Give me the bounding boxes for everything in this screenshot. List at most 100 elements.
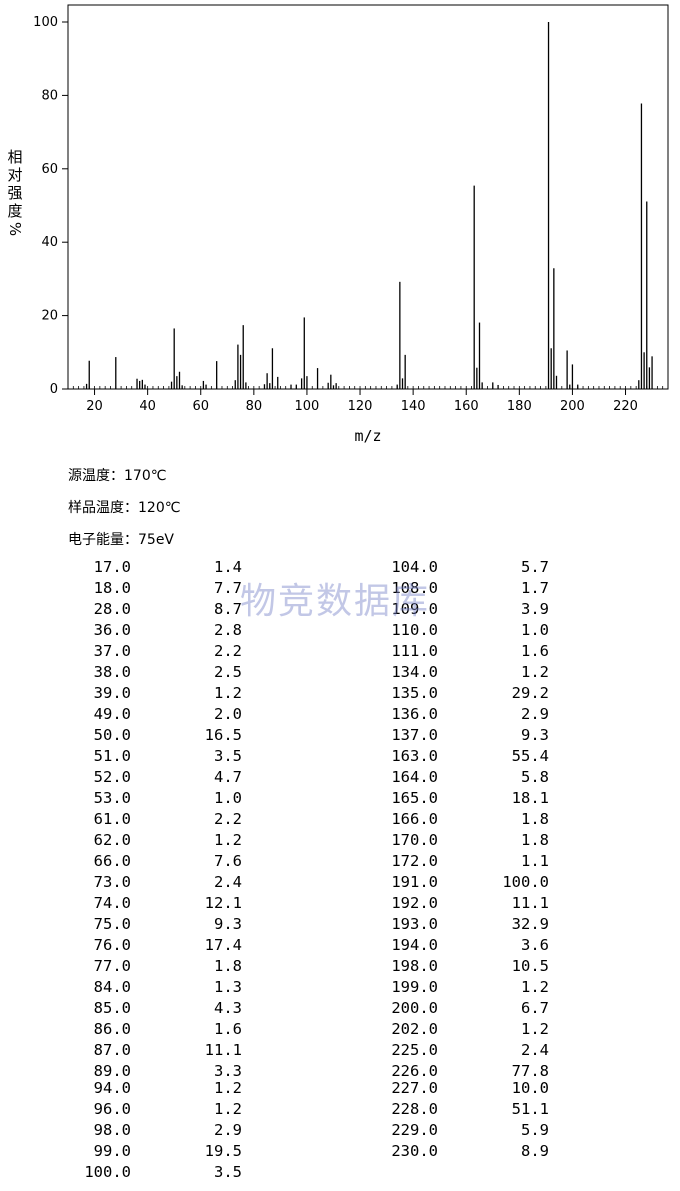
- y-axis-label-char: 相: [7, 148, 23, 166]
- mz-value: 164.0: [391, 768, 438, 786]
- intensity-value: 1.2: [214, 684, 242, 702]
- intensity-value: 1.0: [521, 621, 549, 639]
- mz-value: 17.0: [93, 558, 131, 576]
- intensity-value: 1.6: [214, 1020, 242, 1038]
- mz-value: 96.0: [93, 1100, 131, 1118]
- intensity-value: 2.4: [521, 1041, 549, 1059]
- mz-value: 137.0: [391, 726, 438, 744]
- x-tick-label: 220: [613, 399, 638, 414]
- mz-value: 109.0: [391, 600, 438, 618]
- table-row: 86.0 1.6: [0, 1019, 600, 1040]
- mz-value: 51.0: [93, 747, 131, 765]
- x-tick-label: 20: [86, 399, 103, 414]
- mz-value: 62.0: [93, 831, 131, 849]
- mz-value: 172.0: [391, 852, 438, 870]
- mz-value: 61.0: [93, 810, 131, 828]
- intensity-value: 5.7: [521, 558, 549, 576]
- table-row: 226.0 77.8: [0, 1061, 600, 1082]
- table-row: 87.0 11.1: [0, 1040, 600, 1061]
- y-axis-label-char: %: [5, 221, 24, 237]
- mz-value: 53.0: [93, 789, 131, 807]
- table-row: 109.0 3.9: [0, 599, 600, 620]
- intensity-value: 2.8: [214, 621, 242, 639]
- sample-temperature: 样品温度：120℃: [68, 500, 181, 516]
- intensity-value: 19.5: [204, 1142, 242, 1160]
- table-row: 172.0 1.1: [0, 851, 600, 872]
- intensity-value: 9.3: [214, 915, 242, 933]
- intensity-value: 1.8: [214, 957, 242, 975]
- mz-value: 84.0: [93, 978, 131, 996]
- x-axis-label: m/z: [354, 427, 381, 445]
- table-row: 100.0 3.5: [0, 1162, 600, 1183]
- table-row: 77.0 1.8: [0, 956, 600, 977]
- mz-value: 104.0: [391, 558, 438, 576]
- intensity-value: 3.3: [214, 1062, 242, 1080]
- table-row: 229.0 5.9: [0, 1120, 600, 1141]
- mz-value: 100.0: [84, 1163, 131, 1181]
- table-row: 165.0 18.1: [0, 788, 600, 809]
- table-row: 85.0 4.3: [0, 998, 600, 1019]
- intensity-value: 8.9: [521, 1142, 549, 1160]
- x-tick-label: 140: [401, 399, 426, 414]
- mz-value: 166.0: [391, 810, 438, 828]
- intensity-value: 3.6: [521, 936, 549, 954]
- table-row: 191.0 100.0: [0, 872, 600, 893]
- mz-value: 98.0: [93, 1121, 131, 1139]
- intensity-value: 32.9: [511, 915, 549, 933]
- table-row: 202.0 1.2: [0, 1019, 600, 1040]
- table-row: 111.0 1.6: [0, 641, 600, 662]
- mz-value: 202.0: [391, 1020, 438, 1038]
- intensity-value: 1.8: [521, 810, 549, 828]
- table-row: 53.0 1.0: [0, 788, 600, 809]
- table-row: 96.0 1.2: [0, 1099, 600, 1120]
- intensity-value: 1.4: [214, 558, 242, 576]
- mz-value: 36.0: [93, 621, 131, 639]
- table-row: 108.0 1.7: [0, 578, 600, 599]
- plot-frame: [67, 4, 669, 390]
- mz-value: 165.0: [391, 789, 438, 807]
- mz-value: 135.0: [391, 684, 438, 702]
- mz-value: 73.0: [93, 873, 131, 891]
- intensity-value: 4.7: [214, 768, 242, 786]
- mz-value: 52.0: [93, 768, 131, 786]
- intensity-value: 1.0: [214, 789, 242, 807]
- intensity-value: 1.6: [521, 642, 549, 660]
- y-axis-label-char: 度: [7, 202, 23, 220]
- intensity-value: 77.8: [511, 1062, 549, 1080]
- intensity-value: 17.4: [204, 936, 242, 954]
- y-tick-label: 40: [41, 235, 58, 250]
- table-row: 28.0 8.7: [0, 599, 600, 620]
- intensity-value: 2.5: [214, 663, 242, 681]
- peaks: [85, 22, 653, 389]
- table-row: 227.0 10.0: [0, 1078, 600, 1099]
- intensity-value: 2.4: [214, 873, 242, 891]
- intensity-value: 10.5: [511, 957, 549, 975]
- table-row: 166.0 1.8: [0, 809, 600, 830]
- table-row: 193.0 32.9: [0, 914, 600, 935]
- table-row: 52.0 4.7: [0, 767, 600, 788]
- table-row: 136.0 2.9: [0, 704, 600, 725]
- mz-value: 198.0: [391, 957, 438, 975]
- table-row: 104.0 5.7: [0, 557, 600, 578]
- mz-value: 18.0: [93, 579, 131, 597]
- table-row: 170.0 1.8: [0, 830, 600, 851]
- x-tick-label: 200: [560, 399, 585, 414]
- mz-value: 77.0: [93, 957, 131, 975]
- intensity-value: 3.5: [214, 747, 242, 765]
- table-row: 199.0 1.2: [0, 977, 600, 998]
- intensity-value: 1.2: [521, 978, 549, 996]
- table-row: 137.0 9.3: [0, 725, 600, 746]
- mz-value: 225.0: [391, 1041, 438, 1059]
- table-row: 228.0 51.1: [0, 1099, 600, 1120]
- table-row: 76.0 17.4: [0, 935, 600, 956]
- intensity-value: 2.9: [521, 705, 549, 723]
- mz-value: 50.0: [93, 726, 131, 744]
- table-row: 51.0 3.5: [0, 746, 600, 767]
- intensity-value: 6.7: [521, 999, 549, 1017]
- mz-value: 74.0: [93, 894, 131, 912]
- table-row: 110.0 1.0: [0, 620, 600, 641]
- table-row: 230.0 8.9: [0, 1141, 600, 1162]
- table-row: 17.0 1.4: [0, 557, 600, 578]
- mz-value: 193.0: [391, 915, 438, 933]
- intensity-value: 29.2: [511, 684, 549, 702]
